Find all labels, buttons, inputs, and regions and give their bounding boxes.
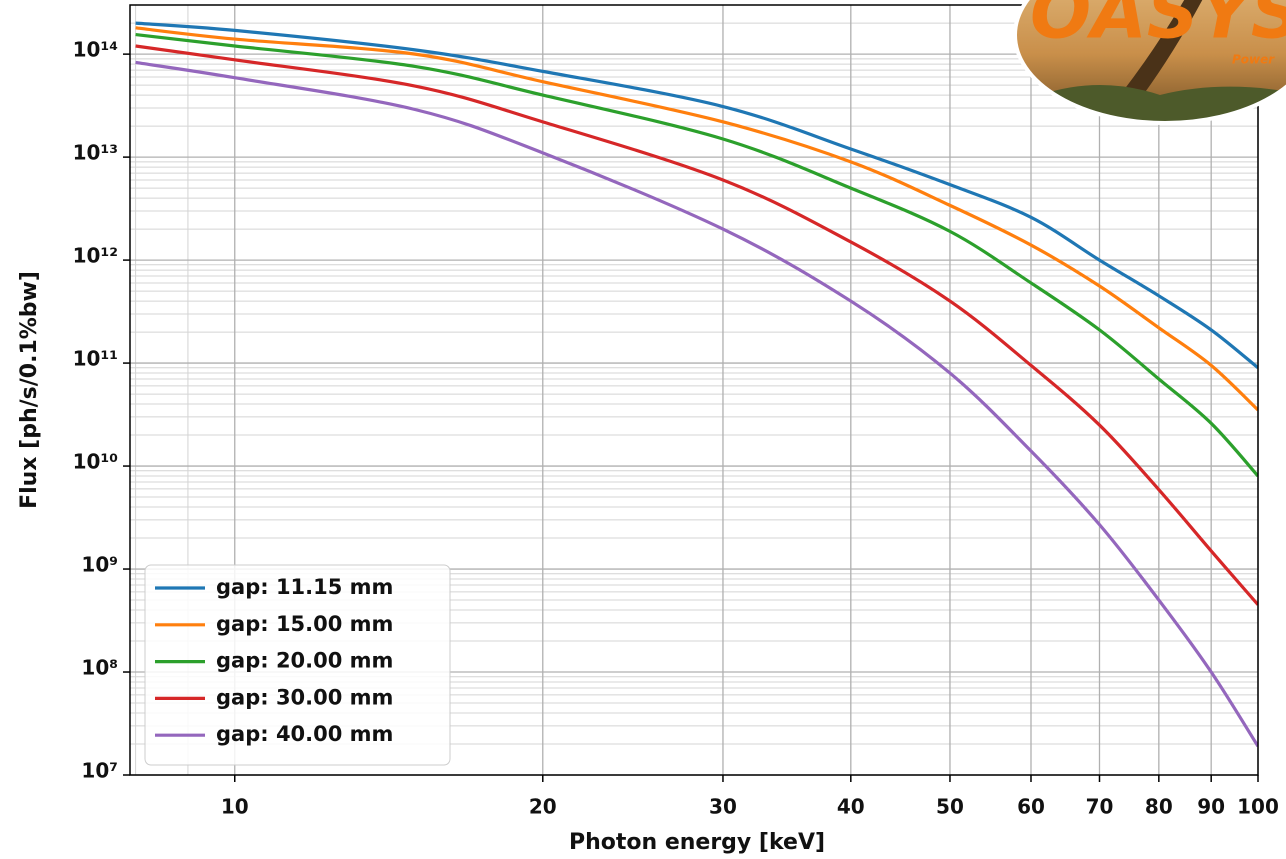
x-tick-label: 30 [709, 795, 737, 819]
legend-label: gap: 11.15 mm [216, 575, 393, 599]
x-tick-label: 70 [1086, 795, 1114, 819]
legend-label: gap: 20.00 mm [216, 649, 393, 673]
x-tick-label: 10 [221, 795, 249, 819]
logo-border [1013, 0, 1286, 125]
x-tick-label: 100 [1237, 795, 1279, 819]
series-line [135, 21, 1258, 370]
x-tick-label: 90 [1197, 795, 1225, 819]
legend-label: gap: 30.00 mm [216, 685, 393, 709]
plot-lines [135, 21, 1258, 748]
x-tick-label: 40 [837, 795, 865, 819]
y-tick-label: 10¹⁴ [73, 38, 118, 62]
x-tick-label: 50 [936, 795, 964, 819]
ticks: 10⁷ 10⁸ 10⁹ 10¹⁰ 10¹¹ 10¹² 10¹³ 10¹⁴ 10 20 30 40 50 6… [73, 38, 1279, 819]
series-line [135, 44, 1258, 606]
x-tick-label: 20 [529, 795, 557, 819]
x-tick-label: 80 [1145, 795, 1173, 819]
y-axis-label: Flux [ph/s/0.1%bw] [17, 271, 42, 509]
y-tick-label: 10⁹ [81, 553, 118, 577]
series-line [135, 60, 1258, 748]
y-tick-label: 10¹¹ [73, 347, 118, 371]
y-tick-label: 10¹⁰ [73, 450, 118, 474]
x-tick-label: 60 [1017, 795, 1045, 819]
series-line [135, 32, 1258, 478]
series-line [135, 26, 1258, 412]
y-tick-label: 10⁸ [81, 656, 118, 680]
x-axis-label: Photon energy [keV] [569, 830, 825, 855]
legend-label: gap: 40.00 mm [216, 722, 393, 746]
y-tick-label: 10⁷ [81, 759, 118, 783]
legend-box [144, 564, 451, 766]
y-tick-label: 10¹³ [73, 141, 118, 165]
logo-title: OASYS [1030, 0, 1286, 55]
legend: gap: 11.15 mm gap: 15.00 mm gap: 20.00 mm g… [144, 564, 451, 766]
y-tick-label: 10¹² [73, 244, 118, 268]
plot-frame [129, 4, 1259, 776]
legend-label: gap: 15.00 mm [216, 612, 393, 636]
logo-subtitle: Power [1232, 53, 1275, 67]
